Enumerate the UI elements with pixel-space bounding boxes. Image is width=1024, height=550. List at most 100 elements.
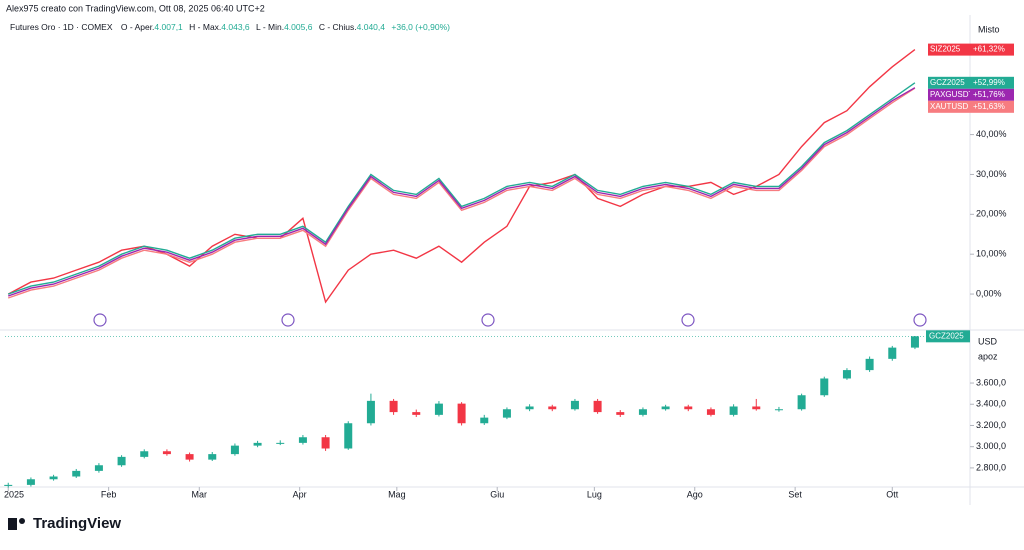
- badge-value: +52,99%: [973, 78, 1005, 87]
- event-icon[interactable]: [481, 313, 495, 327]
- candle-body: [321, 437, 330, 449]
- event-icon[interactable]: [681, 313, 695, 327]
- x-tick-label: Ago: [687, 489, 703, 499]
- y-tick-label: 40,00%: [976, 129, 1007, 139]
- y-tick-label: 10,00%: [976, 249, 1007, 259]
- candle-body: [525, 406, 534, 410]
- y-tick-label: 2.800,0: [976, 462, 1006, 472]
- candle-body: [752, 406, 761, 410]
- y-tick-label: 3.000,0: [976, 441, 1006, 451]
- logo-mark: [19, 518, 25, 524]
- axis-mode: Misto: [978, 24, 1000, 34]
- price-badge: [926, 330, 970, 343]
- y-tick-label: 3.600,0: [976, 377, 1006, 387]
- x-tick-label: Apr: [293, 489, 307, 499]
- axes: [0, 15, 1024, 505]
- candle-body: [729, 406, 738, 415]
- candle-body: [298, 437, 307, 443]
- candle-body: [389, 400, 398, 413]
- x-tick-label: 2025: [4, 489, 24, 499]
- badge-name: GCZ2025: [930, 78, 965, 87]
- candle-body: [706, 409, 715, 415]
- price-badge: [970, 76, 1014, 89]
- x-tick-label: Giu: [490, 489, 504, 499]
- candle-body: [412, 412, 421, 415]
- event-icon[interactable]: [913, 313, 927, 327]
- candle-body: [661, 406, 670, 410]
- candle-body: [344, 423, 353, 449]
- price-badge: [928, 76, 970, 89]
- ohlc-value: 4.007,1: [154, 22, 183, 32]
- change: +36,0 (+0,90%): [391, 22, 450, 32]
- badge-name: GCZ2025: [929, 331, 964, 340]
- candle-body: [185, 454, 194, 460]
- series-line: [7, 82, 916, 295]
- candle-body: [434, 403, 443, 415]
- candle-body: [94, 465, 103, 471]
- badge-name: SIZ2025: [930, 45, 961, 54]
- ohlc-label: L - Min.: [256, 22, 284, 32]
- ohlc-label: O - Aper.: [121, 22, 155, 32]
- ohlc-value: 4.005,6: [284, 22, 313, 32]
- candle-body: [4, 484, 13, 486]
- x-tick-label: Ott: [886, 489, 899, 499]
- event-icon[interactable]: [93, 313, 107, 327]
- candle-body: [26, 479, 35, 485]
- candle-body: [638, 409, 647, 415]
- candle-body: [140, 451, 149, 457]
- candle-body: [117, 456, 126, 466]
- candle-body: [910, 336, 919, 348]
- legend-line: Futures Oro · 1D · COMEX O - Aper.4.007,…: [10, 22, 450, 32]
- ohlc-value: 4.040,4: [357, 22, 386, 32]
- series-line: [7, 49, 916, 304]
- y-tick-label: 3.400,0: [976, 399, 1006, 409]
- x-tick-label: Feb: [101, 489, 117, 499]
- brand-name: TradingView: [33, 515, 121, 532]
- credit: Alex975 creato con TradingView.com, Ott …: [6, 3, 265, 13]
- badge-value: +51,63%: [973, 102, 1005, 111]
- x-tick-label: Mag: [388, 489, 406, 499]
- y-tick-label: 3.200,0: [976, 420, 1006, 430]
- candle-body: [593, 400, 602, 413]
- y-tick-label: 0,00%: [976, 288, 1002, 298]
- badge-name: XAUTUSD: [930, 102, 968, 111]
- candle-body: [162, 451, 171, 455]
- candle-body: [276, 442, 285, 444]
- candle-body: [230, 445, 239, 455]
- axis-currency: USD: [978, 336, 998, 346]
- candle-body: [797, 395, 806, 410]
- series-line: [7, 87, 916, 299]
- price-badge: [928, 100, 970, 113]
- candle-body: [49, 476, 58, 480]
- price-badge: [970, 43, 1014, 56]
- axis-note: apoz: [978, 351, 998, 361]
- brand: TradingView: [8, 515, 121, 532]
- candle-body: [548, 406, 557, 410]
- y-tick-label: 30,00%: [976, 169, 1007, 179]
- candle-body: [774, 409, 783, 411]
- x-tick-label: Lug: [587, 489, 602, 499]
- candle-body: [480, 417, 489, 424]
- candle-body: [366, 400, 375, 424]
- series-line: [7, 87, 916, 297]
- candle-body: [684, 406, 693, 410]
- candle-body: [865, 358, 874, 371]
- event-icons: [93, 313, 927, 327]
- price-badge: [928, 88, 970, 101]
- x-tick-label: Set: [788, 489, 802, 499]
- x-tick-label: Mar: [192, 489, 208, 499]
- candle-body: [72, 470, 81, 477]
- event-icon[interactable]: [281, 313, 295, 327]
- candle-body: [208, 454, 217, 460]
- symbol: Futures Oro · 1D · COMEX: [10, 22, 113, 32]
- candle-body: [842, 370, 851, 379]
- candle-body: [820, 378, 829, 396]
- price-badge: [970, 100, 1014, 113]
- candle-body: [570, 400, 579, 410]
- badge-value: +51,76%: [973, 90, 1005, 99]
- candle-body: [616, 412, 625, 415]
- ohlc-value: 4.043,6: [221, 22, 250, 32]
- y-tick-label: 20,00%: [976, 209, 1007, 219]
